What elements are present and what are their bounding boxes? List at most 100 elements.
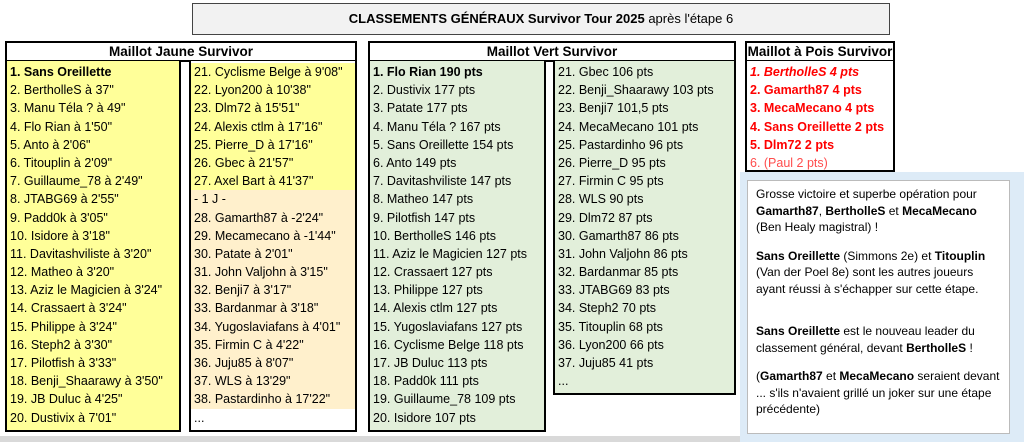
note-text: (Van der Poel 8e) sont les autres joueur…	[756, 265, 979, 296]
ranking-row: 26. Gbec à 21'57"	[191, 153, 355, 173]
ranking-row: 14. Alexis ctlm 127 pts	[373, 301, 498, 316]
ranking-row: 34. Yugoslaviafans à 4'01"	[191, 317, 355, 336]
ranking-row: 35. Firmin C à 4'22"	[191, 335, 355, 354]
ranking-row: 32. Benji7 à 3'17"	[191, 281, 355, 300]
player-name: MecaMecano	[839, 369, 915, 383]
ranking-row: 11. Davitashviliste à 3'20"	[10, 246, 152, 261]
player-name: Gamarth87	[760, 369, 823, 383]
ranking-row: 1. BertholleS 4 pts	[750, 65, 860, 79]
ranking-row: 32. Bardanmar 85 pts	[558, 265, 679, 280]
ranking-row: 36. Lyon200 66 pts	[558, 337, 664, 352]
ranking-row: 27. Axel Bart à 41'37"	[191, 172, 355, 191]
note-paragraph: Sans Oreillette est le nouveau leader du…	[756, 323, 1001, 356]
ranking-row: 16. Cyclisme Belge 118 pts	[373, 337, 524, 352]
ranking-row: 35. Titouplin 68 pts	[558, 319, 663, 334]
ranking-row: 1. Flo Rian 190 pts	[373, 65, 483, 79]
ranking-row: 18. Padd0k 111 pts	[373, 374, 479, 389]
ranking-row: 38. Pastardinho à 17'22"	[191, 390, 355, 409]
note-paragraph: (Gamarth87 et MecaMecano seraient devant…	[756, 368, 1001, 418]
ranking-row: 12. Crassaert 127 pts	[373, 265, 493, 280]
ranking-row: 3. Patate 177 pts	[373, 101, 468, 116]
note-text: (Ben Healy magistral) !	[756, 220, 879, 234]
ranking-row: ...	[558, 374, 569, 389]
pois-header: Maillot à Pois Survivor	[745, 41, 895, 62]
player-name: Sans Oreillette	[756, 324, 841, 338]
ranking-row: 5. Anto à 2'06"	[10, 137, 91, 152]
jaune-list-left: 1. Sans Oreillette 2. BertholleS à 37" 3. …	[5, 61, 181, 432]
ranking-row: 4. Manu Téla ? 167 pts	[373, 119, 501, 134]
ranking-row: 1. Sans Oreillette	[10, 65, 112, 79]
ranking-row: 22. Benji_Shaarawy 103 pts	[558, 83, 714, 98]
ranking-row: 6. Titouplin à 2'09"	[10, 155, 113, 170]
note-paragraph: Grosse victoire et superbe opération pou…	[756, 186, 1001, 236]
ranking-row: 7. Guillaume_78 à 2'49"	[10, 174, 143, 189]
ranking-row: 21. Gbec 106 pts	[558, 65, 654, 79]
note-text: !	[966, 340, 973, 355]
ranking-row: 24. MecaMecano 101 pts	[558, 119, 699, 134]
player-name: Gamarth87	[756, 203, 819, 218]
note-text: (	[756, 369, 760, 383]
ranking-row: - 1 J -	[191, 190, 355, 209]
ranking-row: 28. Gamarth87 à -2'24"	[191, 208, 355, 227]
ranking-row: 23. Benji7 101,5 pts	[558, 101, 669, 116]
player-name: BertholleS	[906, 340, 967, 355]
ranking-row: 29. Dlm72 87 pts	[558, 210, 653, 225]
ranking-row: 8. Matheo 147 pts	[373, 192, 474, 207]
ranking-row: 26. Pierre_D 95 pts	[558, 155, 666, 170]
ranking-row: 2. BertholleS à 37"	[10, 83, 114, 98]
note-text: est le nouveau leader du classement géné…	[756, 324, 975, 355]
ranking-row: 37. Juju85 41 pts	[558, 356, 654, 370]
ranking-row: 27. Firmin C 95 pts	[558, 174, 664, 189]
ranking-row: 20. Dustivix à 7'01"	[10, 410, 117, 425]
ranking-row: 30. Gamarth87 86 pts	[558, 228, 679, 243]
ranking-row: 19. Guillaume_78 109 pts	[373, 392, 516, 407]
ranking-row: 3. Manu Téla ? à 49"	[10, 101, 126, 116]
ranking-row: 15. Yugoslaviafans 127 pts	[373, 319, 523, 334]
ranking-row: 5. Dlm72 2 pts	[750, 137, 835, 152]
note-paragraph: Sans Oreillette (Simmons 2e) et Titoupli…	[756, 248, 1001, 298]
ranking-row: ...	[194, 410, 205, 425]
ranking-row: 31. John Valjohn à 3'15"	[191, 263, 355, 282]
ranking-row: 5. Sans Oreillette 154 pts	[373, 137, 514, 152]
note-text: et	[885, 203, 903, 218]
jaune-header: Maillot Jaune Survivor	[5, 41, 357, 62]
ranking-row: 10. BertholleS 146 pts	[373, 228, 496, 243]
ranking-row: 20. Isidore 107 pts	[373, 410, 476, 425]
ranking-row: 6. (Paul 2 pts)	[750, 155, 828, 170]
ranking-row: 14. Crassaert à 3'24"	[10, 301, 127, 316]
ranking-row: 19. JB Duluc à 4'25"	[10, 392, 123, 407]
ranking-row: 33. JTABG69 83 pts	[558, 283, 670, 298]
ranking-row: 25. Pastardinho 96 pts	[558, 137, 684, 152]
note-text: seraient devant ... s'ils n'avaient gril…	[756, 369, 1000, 416]
ranking-row: 29. Mecamecano à -1'44"	[191, 226, 355, 245]
ranking-row: 21. Cyclisme Belge à 9'08"	[191, 63, 355, 82]
ranking-row: 33. Bardanmar à 3'18"	[191, 299, 355, 318]
ranking-row: 4. Flo Rian à 1'50"	[10, 119, 113, 134]
ranking-row: 28. WLS 90 pts	[558, 192, 644, 207]
ranking-row: 2. Dustivix 177 pts	[373, 83, 476, 98]
ranking-row: 37. WLS à 13'29"	[191, 372, 355, 391]
ranking-row: 24. Alexis ctlm à 17'16"	[191, 117, 355, 136]
ranking-row: 36. Juju85 à 8'07"	[191, 354, 355, 373]
ranking-row: 13. Aziz le Magicien à 3'24"	[10, 283, 163, 298]
page-title: CLASSEMENTS GÉNÉRAUX Survivor Tour 2025 …	[192, 3, 890, 35]
pois-list: 1. BertholleS 4 pts 2. Gamarth87 4 pts 3. …	[745, 61, 895, 172]
title-suffix: après l'étape 6	[644, 11, 734, 26]
player-name: MecaMecano	[902, 203, 977, 218]
vert-list-right: 21. Gbec 106 pts 22. Benji_Shaarawy 103 p…	[553, 61, 736, 395]
ranking-row: 6. Anto 149 pts	[373, 155, 457, 170]
player-name: Titouplin	[934, 248, 986, 263]
ranking-row: 16. Steph2 à 3'30"	[10, 337, 113, 352]
ranking-row: 17. JB Duluc 113 pts	[373, 356, 488, 370]
jaune-list-right: 21. Cyclisme Belge à 9'08" 22. Lyon200 à …	[189, 61, 357, 432]
bottom-bar	[0, 436, 740, 442]
player-name: Sans Oreillette	[756, 248, 841, 263]
ranking-row: 31. John Valjohn 86 pts	[558, 246, 688, 261]
note-text: (Simmons 2e) et	[840, 248, 935, 263]
ranking-row: 10. Isidore à 3'18"	[10, 228, 110, 243]
ranking-row: 12. Matheo à 3'20"	[10, 265, 115, 280]
ranking-row: 13. Philippe 127 pts	[373, 283, 483, 298]
note-text: et	[822, 369, 840, 383]
ranking-row: 2. Gamarth87 4 pts	[750, 83, 862, 98]
ranking-row: 9. Padd0k à 3'05"	[10, 210, 108, 225]
